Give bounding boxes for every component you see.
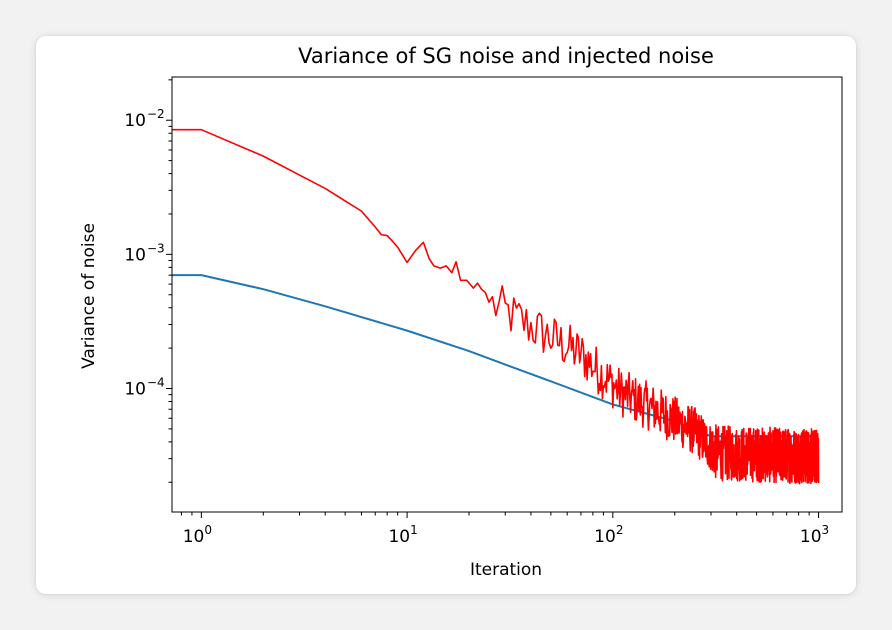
x-axis-ticks: 100 101 102 103 (180, 512, 829, 547)
x-tick-label: 102 (594, 523, 623, 547)
chart-title: Variance of SG noise and injected noise (298, 44, 714, 68)
chart: Variance of SG noise and injected noise … (79, 44, 843, 580)
series-line-2 (172, 128, 820, 485)
chart-card: Variance of SG noise and injected noise … (36, 36, 856, 594)
x-tick-label: 103 (800, 523, 829, 547)
series-line-1 (172, 274, 819, 438)
x-axis-label: Iteration (470, 560, 542, 580)
x-tick-label: 100 (183, 523, 212, 547)
y-tick-label: 10−2 (124, 107, 164, 131)
x-tick-label: 101 (388, 523, 417, 547)
y-axis-label: Variance of noise (79, 223, 99, 369)
y-axis-ticks: 10−2 10−3 10−4 (124, 79, 172, 483)
y-tick-label: 10−4 (124, 375, 164, 399)
plot-layer (172, 128, 820, 485)
y-tick-label: 10−3 (124, 241, 164, 265)
